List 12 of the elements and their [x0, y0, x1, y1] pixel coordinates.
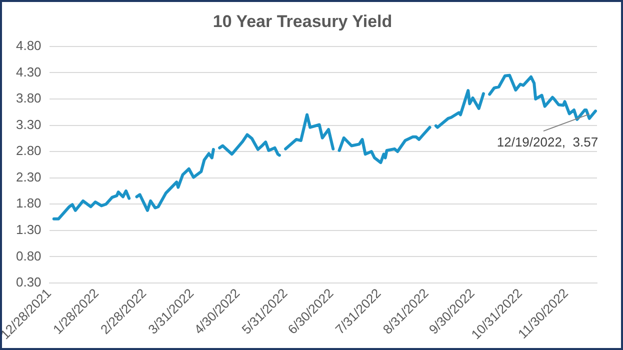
y-tick-label: 3.80 [16, 90, 42, 106]
annotation: 12/19/2022, 3.57 [496, 134, 598, 150]
y-tick-label: 0.80 [16, 248, 42, 264]
y-tick-label: 2.30 [16, 169, 42, 184]
y-tick-label: 4.30 [16, 64, 42, 80]
y-tick-label: 1.80 [16, 196, 42, 211]
y-tick-label: 3.30 [16, 116, 42, 132]
y-tick-label: 0.30 [16, 274, 42, 290]
y-tick-label: 2.80 [16, 143, 42, 158]
chart-title: 10 Year Treasury Yield [212, 12, 392, 31]
y-tick-label: 1.30 [16, 222, 42, 237]
y-tick-label: 4.80 [16, 38, 42, 53]
